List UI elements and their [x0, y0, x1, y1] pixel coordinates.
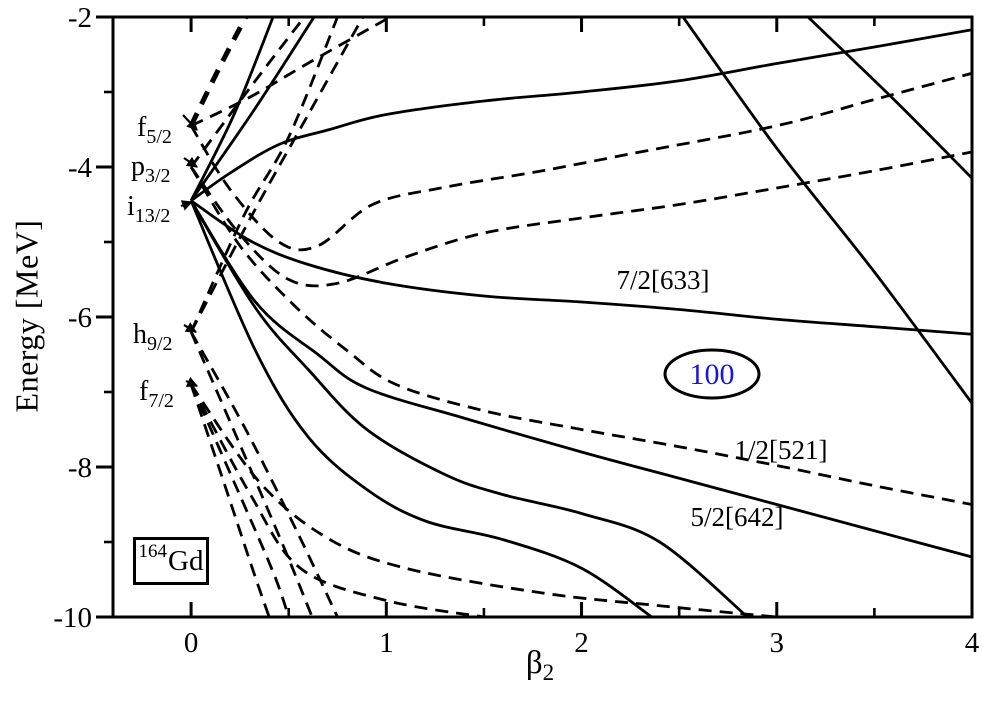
occupation-ellipse [663, 348, 761, 400]
pointer-arrow-p3/2 [183, 156, 198, 168]
curve-h9/2-down-2 [189, 331, 314, 617]
curve-f5/2-up-steep [188, 17, 248, 127]
x-tick-label: 3 [770, 627, 785, 659]
y-tick-label: -4 [68, 152, 93, 184]
y-axis-title: Energy [MeV] [8, 219, 45, 413]
y-tick-label: -2 [68, 2, 92, 34]
curve-9/2[624] [190, 28, 972, 202]
nilsson-label-7/2[633]: 7/2[633] [617, 265, 710, 295]
curve-high-shell-down-2 [807, 17, 972, 180]
pointer-arrow-h9/2 [183, 322, 197, 333]
pointer-arrow-i13/2 [180, 200, 194, 211]
curve-rising-dashed-upper [189, 71, 972, 252]
curve-h9/2-up-1 [189, 17, 339, 333]
x-tick-label: 0 [184, 627, 199, 659]
level-curves [188, 17, 972, 617]
y-tick-label: -6 [68, 302, 92, 334]
spherical-label-p3/2: p3/2 [131, 151, 171, 187]
x-axis-subscript: 2 [542, 660, 555, 685]
curve-high-shell-down-1 [681, 17, 972, 405]
spherical-label-f7/2: f7/2 [139, 376, 174, 412]
pointer-arrow-f7/2 [185, 376, 199, 388]
curve-f7/2-flat-2 [189, 383, 777, 617]
nilsson-label-5/2[642]: 5/2[642] [691, 502, 784, 532]
curve-f7/2-down-1 [189, 384, 271, 617]
curve-f5/2-up-gentle [190, 17, 391, 128]
x-axis-symbol: β [525, 645, 543, 681]
x-axis-title: β2 [526, 645, 554, 686]
y-tick-label: -10 [53, 602, 92, 634]
spherical-label-i13/2: i13/2 [127, 191, 170, 227]
curve-11/2[615] [189, 17, 316, 202]
x-tick-label: 2 [574, 627, 589, 659]
curve-5/2[642] [189, 199, 972, 559]
tick-labels: 0 1 2 3 4 -2 -4 -6 -8 -10 [53, 2, 979, 659]
curve-7/2[633] [190, 199, 972, 336]
curve-13/2[606] [189, 17, 275, 202]
pointer-arrow-f5/2 [182, 114, 198, 131]
x-tick-label: 1 [379, 627, 394, 659]
nilsson-label-1/2[521]: 1/2[521] [735, 435, 828, 465]
curve-1/2[660] [189, 200, 653, 617]
y-tick-label: -8 [68, 452, 92, 484]
spherical-label-h9/2: h9/2 [133, 319, 173, 355]
isotope-mass-number: 164 [138, 540, 168, 562]
curve-f7/2-flat-1 [189, 383, 485, 617]
spherical-label-f5/2: f5/2 [137, 112, 172, 148]
curve-h9/2-down-1 [189, 331, 339, 617]
curve-1/2[521] [189, 166, 972, 506]
curve-3/2[651] [189, 200, 749, 617]
axis-ticks [96, 15, 974, 619]
x-tick-label: 4 [965, 627, 980, 659]
curve-rising-dashed-lower [189, 150, 972, 288]
isotope-label-box: 164 Gd [133, 537, 209, 585]
isotope-element: Gd [168, 544, 204, 577]
occupation-number: 100 [690, 358, 735, 391]
curve-h9/2-up-2 [189, 17, 365, 333]
